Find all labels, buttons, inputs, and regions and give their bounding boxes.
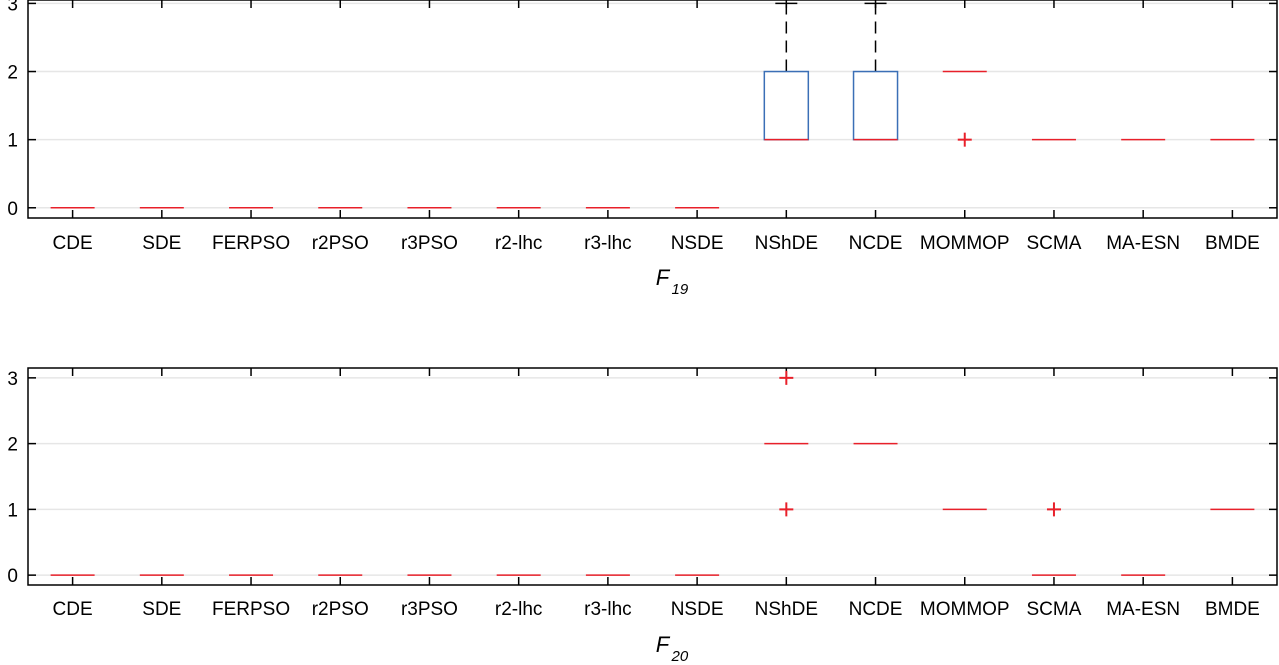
category-label: r2-lhc [495, 599, 543, 620]
category-label: r3-lhc [584, 599, 632, 620]
category-label: r3PSO [401, 233, 458, 254]
category-label: NShDE [755, 599, 818, 620]
category-label: MOMMOP [920, 233, 1010, 254]
panel-title: F [656, 632, 671, 657]
category-label: SDE [142, 599, 181, 620]
category-label: MOMMOP [920, 599, 1010, 620]
category-label: r2PSO [312, 599, 369, 620]
category-label: MA-ESN [1106, 233, 1180, 254]
plot-area-frame [27, 0, 1278, 219]
y-tick-label: 0 [7, 199, 18, 220]
y-tick-label: 1 [7, 500, 18, 521]
panel-2: 0 1 2 3 CDE SDE FERPSO r2PSO r3PSO r2-lhc r3-lhc NS… [7, 367, 1278, 665]
box-NShDE [764, 370, 809, 517]
panel-title-subscript: 20 [671, 648, 689, 665]
category-label: FERPSO [212, 599, 290, 620]
y-tick-label: 3 [7, 369, 18, 390]
category-label: BMDE [1205, 599, 1260, 620]
panel-1: 0 1 2 3 CDE SDE FERPSO r2PSO r3PSO r2-lhc r3-lhc NS… [7, 0, 1278, 298]
category-label: NCDE [849, 233, 903, 254]
outlier-marker [957, 132, 972, 147]
category-label: NShDE [755, 233, 818, 254]
category-label: r2-lhc [495, 233, 543, 254]
category-label: r3PSO [401, 599, 458, 620]
outlier-marker [1046, 502, 1061, 517]
category-label: SCMA [1027, 233, 1082, 254]
box-iqr [763, 70, 810, 141]
category-label: SCMA [1027, 599, 1082, 620]
category-label: CDE [53, 233, 93, 254]
box-NShDE [763, 2, 810, 141]
outlier-marker [779, 370, 794, 385]
y-tick-label: 2 [7, 435, 18, 456]
category-label: BMDE [1205, 233, 1260, 254]
plot-area-frame [27, 367, 1278, 586]
category-label: FERPSO [212, 233, 290, 254]
category-label: NSDE [671, 233, 724, 254]
panel-title-subscript: 19 [672, 281, 689, 298]
box-NCDE [852, 2, 899, 141]
y-tick-label: 1 [7, 131, 18, 152]
panel-title: F [656, 265, 671, 290]
category-label: r2PSO [312, 233, 369, 254]
category-label: NSDE [671, 599, 724, 620]
category-label: SDE [142, 233, 181, 254]
category-label: MA-ESN [1106, 599, 1180, 620]
box-iqr [852, 70, 899, 141]
box-MOMMOP [942, 70, 987, 147]
y-tick-label: 2 [7, 63, 18, 84]
outlier-marker [779, 502, 794, 517]
y-tick-label: 0 [7, 566, 18, 587]
category-label: r3-lhc [584, 233, 632, 254]
y-tick-label: 3 [7, 0, 18, 15]
box-SCMA [1031, 502, 1076, 576]
category-label: NCDE [849, 599, 903, 620]
category-label: CDE [53, 599, 93, 620]
